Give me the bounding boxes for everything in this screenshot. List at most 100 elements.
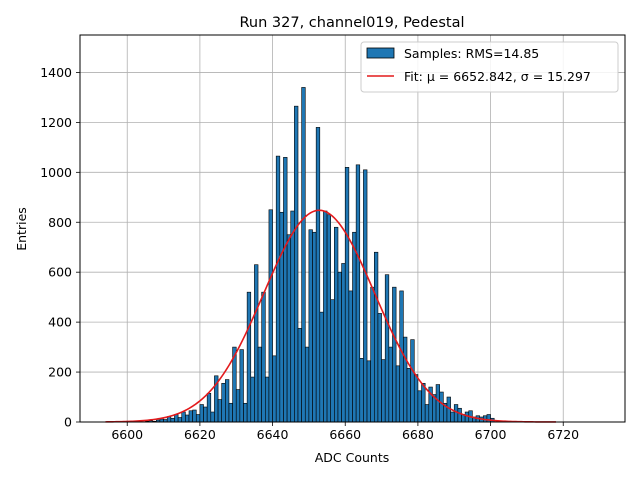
histogram-bar xyxy=(450,411,455,423)
histogram-bar xyxy=(264,376,270,423)
legend: Samples: RMS=14.85 Fit: μ = 6652.842, σ … xyxy=(360,41,619,93)
histogram-bar xyxy=(268,209,273,423)
y-tick-label: 1200 xyxy=(40,115,72,130)
x-tick-label: 6700 xyxy=(475,427,507,442)
fit-curve xyxy=(105,209,556,423)
histogram-bar xyxy=(315,127,321,423)
histogram-bar xyxy=(279,211,284,423)
histogram-bar xyxy=(174,414,179,423)
y-tick-label: 200 xyxy=(48,365,72,380)
histogram-bar xyxy=(370,286,375,423)
x-axis-label: ADC Counts xyxy=(315,450,390,465)
histogram-bar xyxy=(203,406,208,423)
histogram-bar xyxy=(297,328,302,423)
legend-fit-label: Fit: μ = 6652.842, σ = 15.297 xyxy=(404,69,591,84)
histogram-bar xyxy=(294,105,299,423)
legend-samples-swatch xyxy=(366,47,395,59)
y-tick-label: 1000 xyxy=(40,165,72,180)
y-axis-label: Entries xyxy=(14,207,29,251)
histogram-bar xyxy=(334,226,339,423)
x-tick-label: 6620 xyxy=(184,427,216,442)
histogram-bar xyxy=(388,346,393,423)
y-tick-label: 800 xyxy=(48,215,72,230)
y-tick-label: 400 xyxy=(48,315,72,330)
histogram-bar xyxy=(417,390,422,423)
histogram-bar xyxy=(406,368,411,423)
histogram-bar xyxy=(424,404,430,423)
histogram-bar xyxy=(392,286,397,423)
y-tick-label: 1400 xyxy=(40,65,72,80)
chart-title: Run 327, channel019, Pedestal xyxy=(239,15,464,31)
histogram-bar xyxy=(377,313,382,423)
histogram-bar xyxy=(192,409,197,423)
histogram-bar xyxy=(421,382,426,423)
histogram-bar xyxy=(453,404,459,423)
histogram-bar xyxy=(221,382,226,423)
histogram-bar xyxy=(170,417,175,423)
histogram-bar xyxy=(301,87,306,423)
histogram-bar xyxy=(286,234,292,423)
histogram-bar xyxy=(243,402,248,423)
histogram-bar xyxy=(177,417,183,423)
grid-lines xyxy=(80,35,625,423)
histogram-bar xyxy=(199,404,204,423)
histogram-bar xyxy=(403,336,408,423)
histogram-bar xyxy=(323,210,328,423)
x-tick-label: 6720 xyxy=(547,427,579,442)
histogram-bar xyxy=(359,358,364,423)
histogram-bar xyxy=(312,231,317,423)
histogram-bar xyxy=(348,290,353,423)
histogram-bar xyxy=(366,360,371,423)
histogram-bar xyxy=(228,402,233,423)
histogram-bar xyxy=(457,407,462,423)
histogram-bar xyxy=(341,263,346,423)
histogram-bar xyxy=(344,167,350,423)
histogram-bar xyxy=(225,379,230,423)
x-tick-label: 6600 xyxy=(111,427,143,442)
histogram-bar xyxy=(326,214,332,423)
histogram-bar xyxy=(435,384,441,423)
histogram-bar xyxy=(254,264,259,423)
histogram-bar xyxy=(275,155,281,423)
histogram-bar xyxy=(181,411,186,423)
x-axis-ticks: 6600 6620 6640 6660 6680 6700 6720 xyxy=(111,422,579,442)
histogram-bar xyxy=(206,392,212,423)
histogram-bar xyxy=(257,346,262,423)
histogram-bar xyxy=(337,271,342,423)
histogram-bar xyxy=(395,365,401,423)
histogram-bar xyxy=(330,299,335,423)
histogram-bar xyxy=(250,376,255,423)
histogram-bar xyxy=(410,339,415,423)
histogram-bar xyxy=(399,290,404,423)
histogram-bar xyxy=(185,414,190,423)
histogram-bar xyxy=(210,411,215,423)
histogram-bar xyxy=(464,411,470,423)
legend-samples-label: Samples: RMS=14.85 xyxy=(404,46,539,61)
y-axis-ticks: 0 200 400 600 800 1000 1200 1400 xyxy=(40,65,80,430)
histogram-bar xyxy=(352,231,357,423)
histogram-bar xyxy=(439,391,444,423)
histogram-bar xyxy=(217,399,222,423)
histogram-bar xyxy=(304,346,310,423)
histogram-bar xyxy=(319,311,324,423)
y-tick-label: 0 xyxy=(64,415,72,430)
histogram-bar xyxy=(283,157,288,423)
x-tick-label: 6680 xyxy=(402,427,434,442)
legend-box xyxy=(360,41,619,93)
x-tick-label: 6640 xyxy=(257,427,289,442)
histogram-bar xyxy=(290,210,295,423)
histogram-bars xyxy=(145,87,495,423)
fit-curve-layer xyxy=(105,209,556,423)
histogram-bar xyxy=(188,410,193,423)
histogram-bar xyxy=(381,359,386,423)
histogram-bar xyxy=(261,291,266,423)
y-tick-label: 600 xyxy=(48,265,72,280)
histogram-bar xyxy=(355,164,361,423)
histogram-bar xyxy=(363,169,368,423)
histogram-bar xyxy=(246,291,252,423)
histogram-bar xyxy=(235,389,241,423)
x-tick-label: 6660 xyxy=(329,427,361,442)
histogram-bar xyxy=(373,251,379,423)
histogram-bar xyxy=(384,274,390,423)
